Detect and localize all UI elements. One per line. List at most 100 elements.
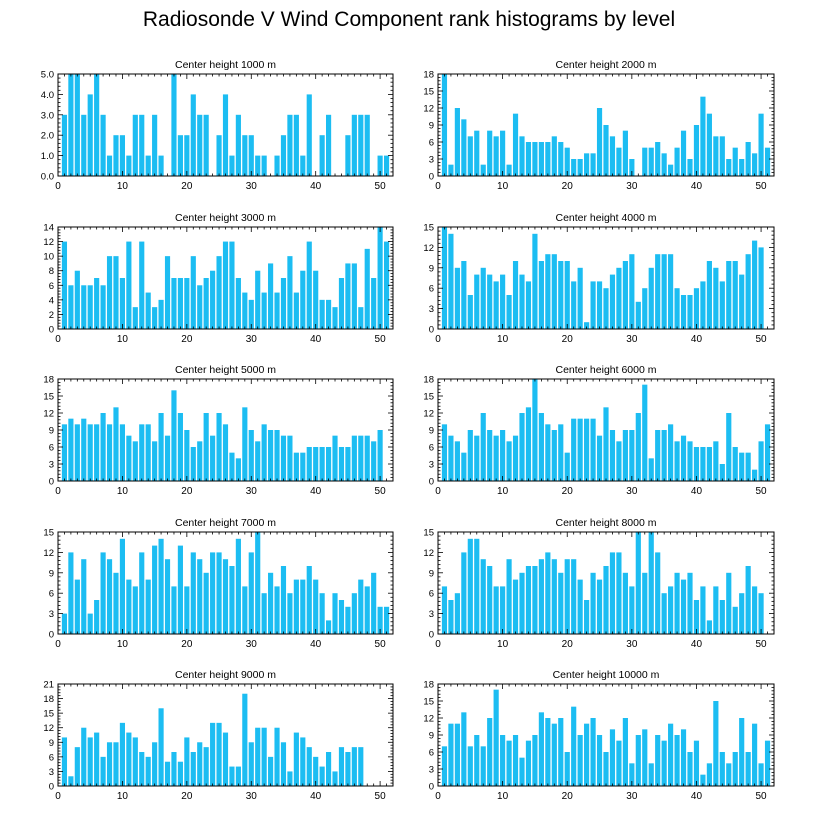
bar: [158, 708, 164, 786]
bar: [441, 74, 448, 176]
bar: [306, 447, 312, 481]
bar: [152, 742, 158, 786]
bar: [635, 413, 641, 481]
bar: [758, 593, 764, 634]
bar: [197, 559, 203, 634]
bar: [629, 763, 635, 786]
bar: [113, 135, 119, 176]
bar: [629, 586, 635, 634]
x-tick-label: 20: [181, 334, 193, 345]
bar: [764, 424, 771, 481]
bar: [642, 384, 648, 481]
bar: [383, 606, 390, 634]
x-tick-label: 10: [497, 639, 509, 650]
y-tick-label: 12: [423, 409, 434, 420]
bar: [500, 130, 506, 176]
y-tick-label: 15: [423, 223, 434, 234]
bar: [313, 447, 319, 481]
bar: [248, 430, 254, 481]
x-tick-label: 40: [691, 639, 703, 650]
y-tick-label: 3: [429, 304, 434, 315]
bar: [551, 136, 557, 176]
x-tick-label: 50: [756, 181, 768, 192]
x-tick-label: 0: [435, 639, 441, 650]
bar: [564, 559, 570, 634]
bar: [558, 424, 564, 481]
bar: [319, 593, 325, 634]
chart-title: Center height 9000 m: [175, 669, 276, 681]
bar: [261, 155, 267, 176]
bar: [629, 159, 635, 176]
bar: [358, 579, 364, 634]
bar: [519, 757, 525, 786]
bar: [487, 430, 493, 481]
bar: [313, 756, 319, 786]
x-tick-label: 40: [310, 791, 322, 802]
chart-title: Center height 6000 m: [556, 364, 657, 376]
y-tick-label: 14: [43, 223, 54, 234]
bar: [674, 572, 680, 634]
y-tick-label: 6: [49, 443, 54, 454]
bar: [132, 114, 138, 176]
bar: [719, 464, 725, 481]
bar: [461, 261, 467, 329]
bar: [371, 278, 377, 329]
bar: [326, 752, 332, 786]
x-tick-label: 50: [375, 334, 387, 345]
bar: [584, 723, 590, 786]
bar: [216, 552, 222, 634]
bar: [752, 586, 758, 634]
bar: [525, 740, 532, 786]
bar: [739, 718, 745, 786]
bar: [680, 130, 687, 176]
bar: [461, 452, 467, 481]
bar: [210, 552, 216, 634]
bar: [461, 552, 467, 634]
y-tick-label: 9: [429, 263, 434, 274]
bar: [61, 424, 68, 481]
bar: [300, 452, 306, 481]
bar: [648, 267, 654, 329]
x-tick-label: 30: [626, 791, 638, 802]
bar: [596, 281, 603, 329]
bar: [171, 390, 177, 481]
y-tick-label: 8: [49, 266, 54, 277]
bar: [126, 155, 132, 176]
bar: [454, 723, 460, 786]
bar: [235, 278, 241, 329]
bar: [474, 538, 480, 634]
bar: [126, 241, 132, 329]
bar: [480, 413, 486, 481]
bar: [139, 752, 145, 786]
bar: [480, 164, 486, 176]
bar: [171, 752, 177, 786]
y-tick-label: 15: [43, 528, 54, 539]
y-tick-label: 6: [429, 589, 434, 600]
bar: [558, 142, 564, 176]
bar: [603, 752, 609, 786]
bar: [255, 270, 261, 329]
x-tick-label: 10: [497, 334, 509, 345]
bar: [745, 142, 751, 176]
bar: [719, 136, 725, 176]
bar: [229, 155, 235, 176]
bar: [551, 559, 557, 634]
y-tick-label: 18: [43, 694, 54, 705]
chart-title: Center height 5000 m: [175, 364, 276, 376]
bar: [616, 267, 622, 329]
bar: [577, 267, 583, 329]
bar: [242, 135, 248, 176]
bar: [261, 593, 267, 634]
x-tick-label: 40: [310, 181, 322, 192]
bar: [655, 254, 661, 329]
bar: [764, 740, 771, 786]
chart-title: Center height 8000 m: [556, 517, 657, 529]
bar: [306, 241, 312, 329]
chart-title: Center height 10000 m: [553, 669, 660, 681]
y-tick-label: 12: [43, 237, 54, 248]
bar: [119, 424, 125, 481]
bar: [248, 552, 254, 634]
bar: [74, 424, 80, 481]
bar: [119, 278, 125, 329]
bar: [603, 407, 609, 481]
